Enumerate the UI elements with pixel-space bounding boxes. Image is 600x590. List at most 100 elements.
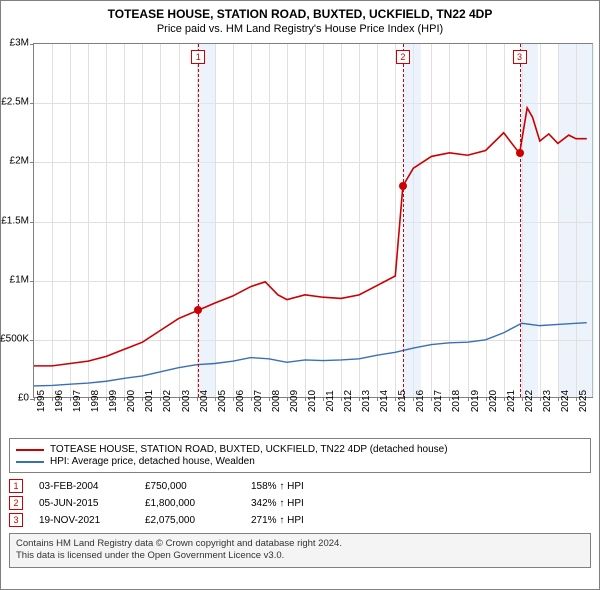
- y-axis-label: £1M: [10, 274, 29, 285]
- x-axis-label: 2007: [253, 390, 264, 412]
- x-axis-label: 2025: [578, 390, 589, 412]
- event-row: 319-NOV-2021£2,075,000271% ↑ HPI: [9, 513, 591, 527]
- xtick: [359, 397, 360, 401]
- line-series-svg: [34, 44, 594, 399]
- xtick: [287, 397, 288, 401]
- sale-point-dot: [399, 182, 407, 190]
- ytick: [30, 281, 34, 282]
- xtick: [269, 397, 270, 401]
- x-axis-label: 2006: [235, 390, 246, 412]
- ytick: [30, 103, 34, 104]
- legend-row: HPI: Average price, detached house, Weal…: [16, 456, 584, 467]
- xtick: [215, 397, 216, 401]
- event-marker-box: 1: [191, 50, 205, 64]
- title-block: TOTEASE HOUSE, STATION ROAD, BUXTED, UCK…: [1, 1, 599, 39]
- y-axis-label: £1.5M: [1, 215, 29, 226]
- x-axis-label: 2012: [343, 390, 354, 412]
- event-row: 1 03-FEB-2004 £750,000 158% ↑ HPI: [9, 479, 591, 493]
- event-marker-box: 3: [513, 50, 527, 64]
- sale-point-dot: [194, 306, 202, 314]
- x-axis-label: 2017: [433, 390, 444, 412]
- chart-title: TOTEASE HOUSE, STATION ROAD, BUXTED, UCK…: [11, 7, 589, 21]
- xtick: [251, 397, 252, 401]
- x-axis-label: 2016: [415, 390, 426, 412]
- event-number-box: 1: [9, 479, 23, 493]
- x-axis-label: 2022: [524, 390, 535, 412]
- chart-subtitle: Price paid vs. HM Land Registry's House …: [11, 23, 589, 35]
- x-axis-label: 2005: [217, 390, 228, 412]
- legend-label: HPI: Average price, detached house, Weal…: [50, 456, 255, 467]
- xtick: [233, 397, 234, 401]
- y-axis-label: £2.5M: [1, 97, 29, 108]
- series-line: [34, 323, 587, 386]
- y-axis-label: £2M: [10, 156, 29, 167]
- x-axis-label: 1997: [72, 390, 83, 412]
- x-axis-label: 2021: [506, 390, 517, 412]
- series-line: [34, 108, 587, 366]
- event-hpi: 342% ↑ HPI: [251, 498, 591, 509]
- legend-swatch: [16, 449, 44, 451]
- x-axis-label: 2020: [488, 390, 499, 412]
- x-axis-label: 1999: [108, 390, 119, 412]
- x-axis-label: 2015: [397, 390, 408, 412]
- y-axis-label: £3M: [10, 38, 29, 49]
- event-hpi: 271% ↑ HPI: [251, 515, 591, 526]
- event-marker-box: 2: [396, 50, 410, 64]
- xtick: [197, 397, 198, 401]
- x-axis-label: 2009: [289, 390, 300, 412]
- plot-region: 1 2 3: [33, 43, 593, 398]
- event-vline: [520, 44, 521, 397]
- xtick: [486, 397, 487, 401]
- x-axis-label: 2013: [361, 390, 372, 412]
- chart-area: 123 £0£500K£1M£1.5M£2M£2.5M£3M1995199619…: [33, 43, 593, 398]
- xtick: [323, 397, 324, 401]
- y-axis-label: £500K: [0, 333, 29, 344]
- xtick: [468, 397, 469, 401]
- xtick: [558, 397, 559, 401]
- xtick: [52, 397, 53, 401]
- event-price: £1,800,000: [145, 498, 235, 509]
- x-axis-label: 2004: [199, 390, 210, 412]
- xtick: [34, 397, 35, 401]
- x-axis-label: 2014: [379, 390, 390, 412]
- x-axis-label: 1996: [54, 390, 65, 412]
- xtick: [504, 397, 505, 401]
- ytick: [30, 340, 34, 341]
- x-axis-label: 2002: [162, 390, 173, 412]
- xtick: [522, 397, 523, 401]
- event-number-box: 3: [9, 513, 23, 527]
- event-date: 03-FEB-2004: [39, 481, 129, 492]
- event-hpi: 158% ↑ HPI: [251, 481, 591, 492]
- x-axis-label: 2019: [470, 390, 481, 412]
- legend: TOTEASE HOUSE, STATION ROAD, BUXTED, UCK…: [9, 438, 591, 473]
- event-number-box: 2: [9, 496, 23, 510]
- x-axis-label: 2010: [307, 390, 318, 412]
- xtick: [70, 397, 71, 401]
- footer-line-1: Contains HM Land Registry data © Crown c…: [16, 538, 584, 550]
- event-vline: [403, 44, 404, 397]
- x-axis-label: 2024: [560, 390, 571, 412]
- event-row: 2 05-JUN-2015 £1,800,000 342% ↑ HPI: [9, 496, 591, 510]
- event-price: £2,075,000: [145, 515, 235, 526]
- x-axis-label: 2023: [542, 390, 553, 412]
- xtick: [179, 397, 180, 401]
- event-table: 1 03-FEB-2004 £750,000 158% ↑ HPI 2 05-JUN-20…: [9, 479, 591, 527]
- xtick: [540, 397, 541, 401]
- legend-swatch: [16, 461, 44, 463]
- xtick: [341, 397, 342, 401]
- event-price: £750,000: [145, 481, 235, 492]
- x-axis-label: 1998: [90, 390, 101, 412]
- footer-line-2: This data is licensed under the Open Gov…: [16, 550, 584, 562]
- x-axis-label: 2018: [451, 390, 462, 412]
- ytick: [30, 44, 34, 45]
- x-axis-label: 2008: [271, 390, 282, 412]
- y-axis-label: £0: [18, 393, 29, 404]
- x-axis-label: 2003: [181, 390, 192, 412]
- x-axis-label: 2011: [325, 390, 336, 412]
- event-date: 05-JUN-2015: [39, 498, 129, 509]
- x-axis-label: 1995: [36, 390, 47, 412]
- ytick: [30, 222, 34, 223]
- x-axis-label: 2000: [126, 390, 137, 412]
- legend-label: TOTEASE HOUSE, STATION ROAD, BUXTED, UCK…: [50, 444, 448, 455]
- chart-container: TOTEASE HOUSE, STATION ROAD, BUXTED, UCK…: [0, 0, 600, 590]
